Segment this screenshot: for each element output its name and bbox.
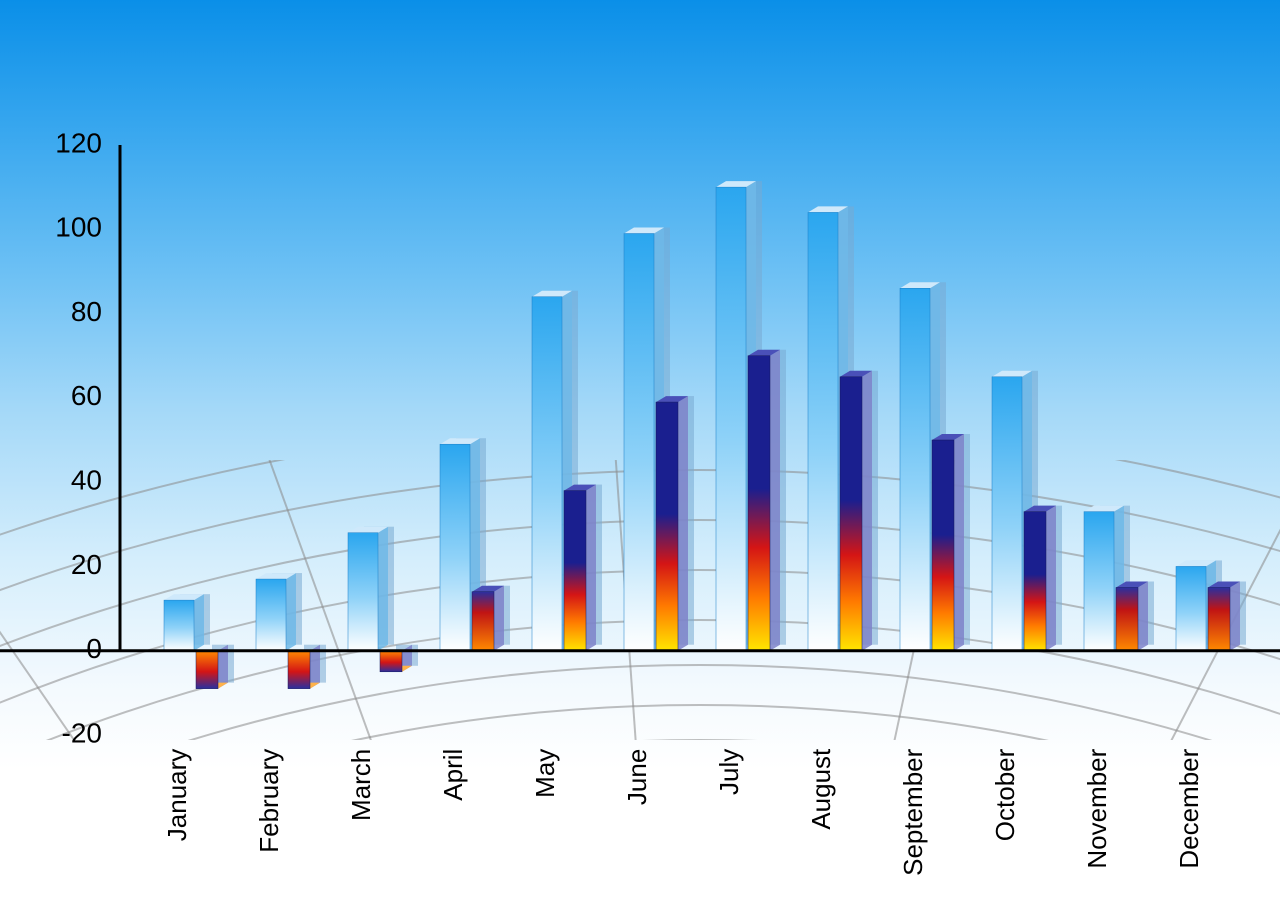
y-tick-label: 0	[86, 633, 102, 664]
y-axis-ticks: -20 0 20 40 60 80 100 120	[55, 127, 102, 748]
secondary-bar	[1208, 582, 1240, 651]
primary-bar	[348, 527, 388, 651]
y-tick-label: 120	[55, 127, 102, 158]
monthly-bar-chart: -20 0 20 40 60 80 100 120 January February March A…	[0, 0, 1280, 905]
x-tick-label: May	[530, 749, 560, 798]
primary-bar	[256, 573, 296, 651]
bars-group	[164, 181, 1246, 689]
secondary-bar	[748, 350, 780, 651]
secondary-bar	[564, 485, 596, 651]
x-tick-label: October	[990, 748, 1020, 841]
chart-svg: -20 0 20 40 60 80 100 120 January February March A…	[0, 0, 1280, 905]
secondary-bar	[472, 586, 504, 651]
y-tick-label: 80	[71, 296, 102, 327]
x-tick-label: June	[622, 749, 652, 805]
y-tick-label: 100	[55, 212, 102, 243]
secondary-bar	[1024, 506, 1056, 651]
x-tick-label: July	[714, 749, 744, 795]
x-tick-label: November	[1082, 748, 1112, 868]
x-tick-label: April	[438, 749, 468, 801]
secondary-bar	[1116, 582, 1148, 651]
primary-bar	[164, 594, 204, 651]
x-tick-label: September	[898, 748, 928, 876]
x-tick-label: January	[162, 749, 192, 842]
y-tick-label: 40	[71, 465, 102, 496]
x-tick-label: August	[806, 748, 836, 830]
secondary-bar	[932, 434, 964, 651]
x-tick-label: February	[254, 749, 284, 853]
secondary-bar	[656, 396, 688, 651]
y-tick-label: 20	[71, 549, 102, 580]
y-tick-label: -20	[62, 717, 102, 748]
x-axis-labels: January February March April May June July Augu…	[162, 748, 1204, 876]
x-tick-label: March	[346, 749, 376, 821]
secondary-bar	[840, 371, 872, 651]
x-tick-label: December	[1174, 748, 1204, 868]
y-tick-label: 60	[71, 380, 102, 411]
